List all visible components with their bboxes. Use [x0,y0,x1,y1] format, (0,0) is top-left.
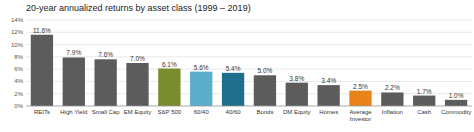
x-tick-label: Commodity [441,109,471,115]
x-tick-label-line: High Yield [60,109,87,115]
y-tick-label: 6% [14,66,23,72]
grid-line [26,106,472,107]
x-tick-label: REITs [34,109,50,115]
x-tick-label: AverageInvestor [349,109,372,122]
x-tick-label: EM Equity [124,109,151,115]
bar [445,100,467,106]
bar [381,92,403,106]
data-label: 2.5% [353,83,368,90]
bar [413,96,435,106]
bar [158,69,180,106]
bar [286,83,308,106]
grid-line [26,81,472,82]
x-tick-label-line: Small Cap [92,109,120,115]
data-label: 7.6% [98,51,113,58]
x-tick-label-line: Commodity [441,109,471,115]
x-tick-label: S&P 500 [158,109,182,115]
data-label: 5.4% [226,65,241,72]
grid-line [26,93,472,94]
y-tick-label: 8% [14,54,23,60]
y-tick-label: 14% [11,17,24,23]
x-tick-label-line: DM Equity [283,109,311,115]
y-tick-label: 2% [14,91,23,97]
grid-line [26,56,472,57]
x-tick-label-line: 40/60 [226,109,242,115]
grid-line [26,44,472,45]
data-label: 3.8% [289,75,304,82]
grid-line [26,69,472,70]
data-label: 7.0% [130,55,145,62]
bars [31,35,467,106]
x-tick-label-line: Investor [350,116,371,122]
title: 20-year annualized returns by asset clas… [26,3,251,13]
x-tick-label: Small Cap [92,109,120,115]
data-label: 7.9% [66,49,81,56]
data-label: 1.7% [417,88,432,95]
y-tick-label: 0% [14,103,23,109]
data-label: 5.6% [194,64,209,71]
x-tick-label: High Yield [60,109,87,115]
data-label: 11.6% [33,27,51,34]
y-tick-label: 10% [11,42,24,48]
y-tick-label: 4% [14,78,23,84]
x-tick-label: Inflation [382,109,403,115]
x-tick-label-line: REITs [34,109,50,115]
grid-line [26,32,472,33]
x-tick-label-line: S&P 500 [158,109,182,115]
x-tick-label-line: Inflation [382,109,403,115]
bar [190,72,212,106]
x-tick-label: Cash [417,109,431,115]
y-tick-label: 12% [11,29,24,35]
x-tick-label: Bonds [256,109,273,115]
x-tick-label-line: Average [349,109,372,115]
bar [63,57,85,106]
baseline [26,106,472,107]
x-tick-label-line: Bonds [256,109,273,115]
bar [31,35,53,106]
x-tick-label: DM Equity [283,109,311,115]
x-tick-label: 60/40 [194,109,210,115]
grid-line [26,20,472,21]
x-tick-label-line: Cash [417,109,431,115]
bar [317,85,339,106]
chart: 20-year annualized returns by asset clas… [0,0,474,132]
data-label: 2.2% [385,84,400,91]
data-label: 6.1% [162,61,177,68]
bar [126,63,148,106]
x-tick-label-line: Homes [319,109,338,115]
x-tick-label-line: EM Equity [124,109,151,115]
bar [349,91,371,106]
x-tick-label: Homes [319,109,338,115]
x-tick-label-line: 60/40 [194,109,210,115]
data-label: 5.0% [258,67,273,74]
x-tick-label: 40/60 [226,109,242,115]
data-label: 3.4% [321,77,336,84]
bar [254,75,276,106]
bar [94,59,116,106]
data-label: 1.0% [449,92,464,99]
bar [222,73,244,106]
